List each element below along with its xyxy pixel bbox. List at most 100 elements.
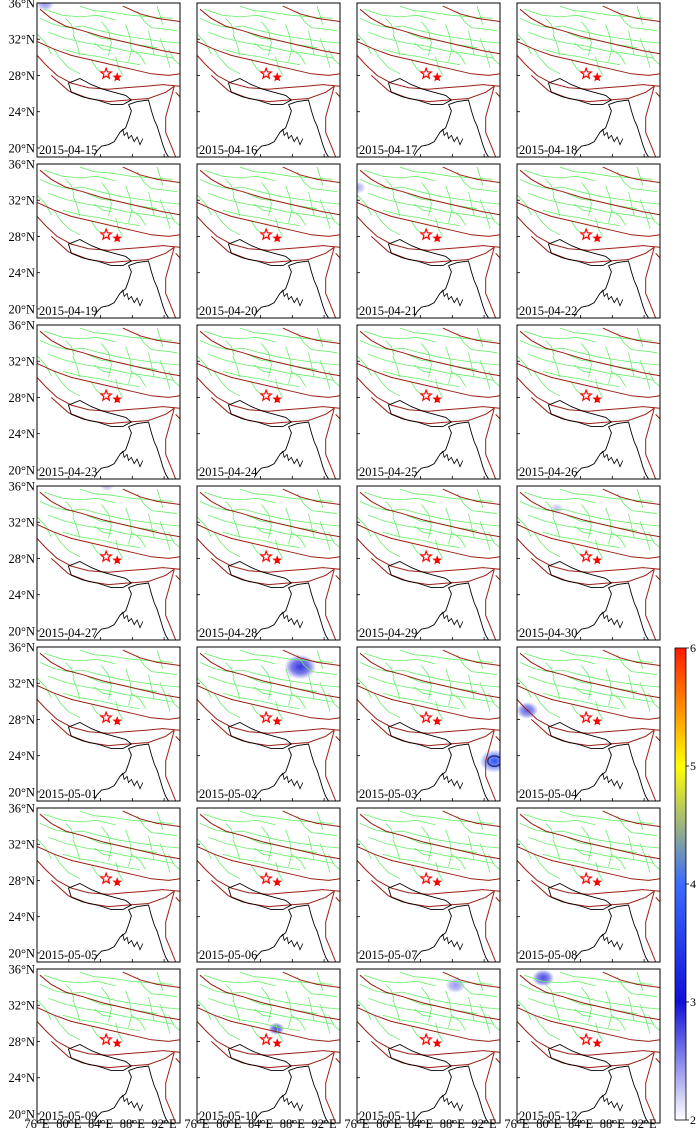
fault-line: [488, 210, 500, 226]
block-boundary: [645, 730, 657, 801]
block-boundary: [442, 810, 500, 827]
panel-date: 2015-04-26: [519, 465, 577, 479]
fault-line: [421, 343, 432, 378]
fault-line: [232, 999, 241, 1022]
fault-line: [261, 21, 272, 56]
block-boundary: [357, 699, 500, 734]
aftershock-star: [112, 716, 123, 726]
coastline: [573, 99, 649, 157]
fault-line: [93, 1008, 112, 1018]
block-boundary: [485, 1052, 497, 1123]
panel-date: 2015-04-18: [519, 143, 577, 157]
block-boundary: [197, 860, 340, 895]
aftershock-star: [112, 394, 123, 404]
fault-line: [595, 861, 604, 881]
block-boundary: [519, 169, 660, 216]
block-boundary: [645, 1052, 657, 1123]
fault-line: [43, 330, 116, 343]
fault-line: [156, 971, 164, 991]
block-boundary: [325, 408, 337, 479]
fault-line: [37, 999, 52, 1020]
fault-line: [156, 649, 164, 669]
fault-line: [399, 5, 493, 19]
fault-line: [239, 971, 333, 985]
fault-line: [291, 853, 307, 870]
fault-line: [148, 674, 155, 700]
fault-line: [204, 169, 276, 182]
block-boundary: [197, 524, 340, 559]
fault-line: [168, 371, 180, 387]
fault-line: [392, 355, 401, 378]
fault-line: [392, 194, 401, 217]
panel-content: [197, 3, 340, 157]
fault-line: [611, 209, 627, 226]
fault-line: [65, 823, 75, 839]
fault-line: [316, 327, 324, 347]
fault-line: [65, 984, 75, 1000]
coastline: [253, 743, 329, 801]
block-boundary: [335, 413, 340, 420]
delta-coastline: [599, 933, 624, 951]
delta-coastline: [599, 289, 624, 307]
fault-line: [148, 30, 155, 56]
fault-line: [359, 18, 500, 44]
panel-content: [197, 808, 340, 962]
fault-line: [275, 217, 284, 237]
fault-line: [197, 999, 212, 1020]
fault-line: [261, 182, 272, 217]
block-boundary: [517, 860, 660, 895]
fault-line: [168, 1015, 180, 1031]
block-boundary: [517, 363, 660, 398]
fault-line: [131, 209, 147, 226]
fault-line: [488, 532, 500, 548]
fault-line: [115, 700, 124, 720]
fault-line: [517, 194, 532, 215]
fault-line: [159, 521, 171, 551]
panel-date: 2015-04-28: [199, 626, 257, 640]
panel-frame: [36, 324, 181, 480]
block-boundary: [165, 86, 177, 157]
fault-line: [357, 838, 372, 859]
fault-line: [199, 823, 340, 849]
fault-line: [488, 1015, 500, 1031]
block-boundary: [37, 202, 180, 237]
lat-label: 20°N: [8, 1107, 35, 1121]
fault-line: [308, 352, 315, 378]
panel-background: [357, 164, 500, 318]
fault-line: [373, 370, 401, 397]
block-boundary: [495, 574, 500, 581]
fault-line: [222, 48, 301, 65]
fault-line: [199, 340, 340, 366]
fault-line: [628, 674, 635, 700]
delta-coastline: [439, 450, 464, 468]
delta-coastline: [599, 128, 624, 146]
fault-line: [275, 539, 284, 559]
fault-line: [308, 30, 315, 56]
fault-line: [435, 1022, 444, 1042]
panel-background: [197, 3, 340, 157]
coastline: [573, 1065, 649, 1123]
fault-line: [639, 360, 651, 390]
aftershock-star: [592, 233, 603, 243]
block-boundary: [359, 813, 500, 860]
block-boundary: [325, 86, 337, 157]
panel-background: [37, 3, 180, 157]
lat-label: 36°N: [8, 963, 35, 977]
nepal-border: [547, 722, 613, 750]
fault-line: [65, 501, 75, 517]
delta-coastline: [599, 450, 624, 468]
delta-coastline: [279, 772, 304, 790]
panel-frame: [36, 646, 181, 802]
block-boundary: [602, 327, 660, 344]
fault-line: [72, 516, 81, 539]
fault-line: [204, 491, 276, 504]
fault-line: [79, 971, 173, 985]
block-boundary: [325, 891, 337, 962]
fault-line: [385, 501, 395, 517]
map-panel: 2015-04-18: [516, 2, 661, 158]
panel-content: [517, 3, 660, 157]
panel-content: [197, 164, 340, 318]
fault-line: [359, 179, 500, 205]
panel-date: 2015-05-12: [519, 1109, 577, 1123]
fault-line: [545, 984, 555, 1000]
